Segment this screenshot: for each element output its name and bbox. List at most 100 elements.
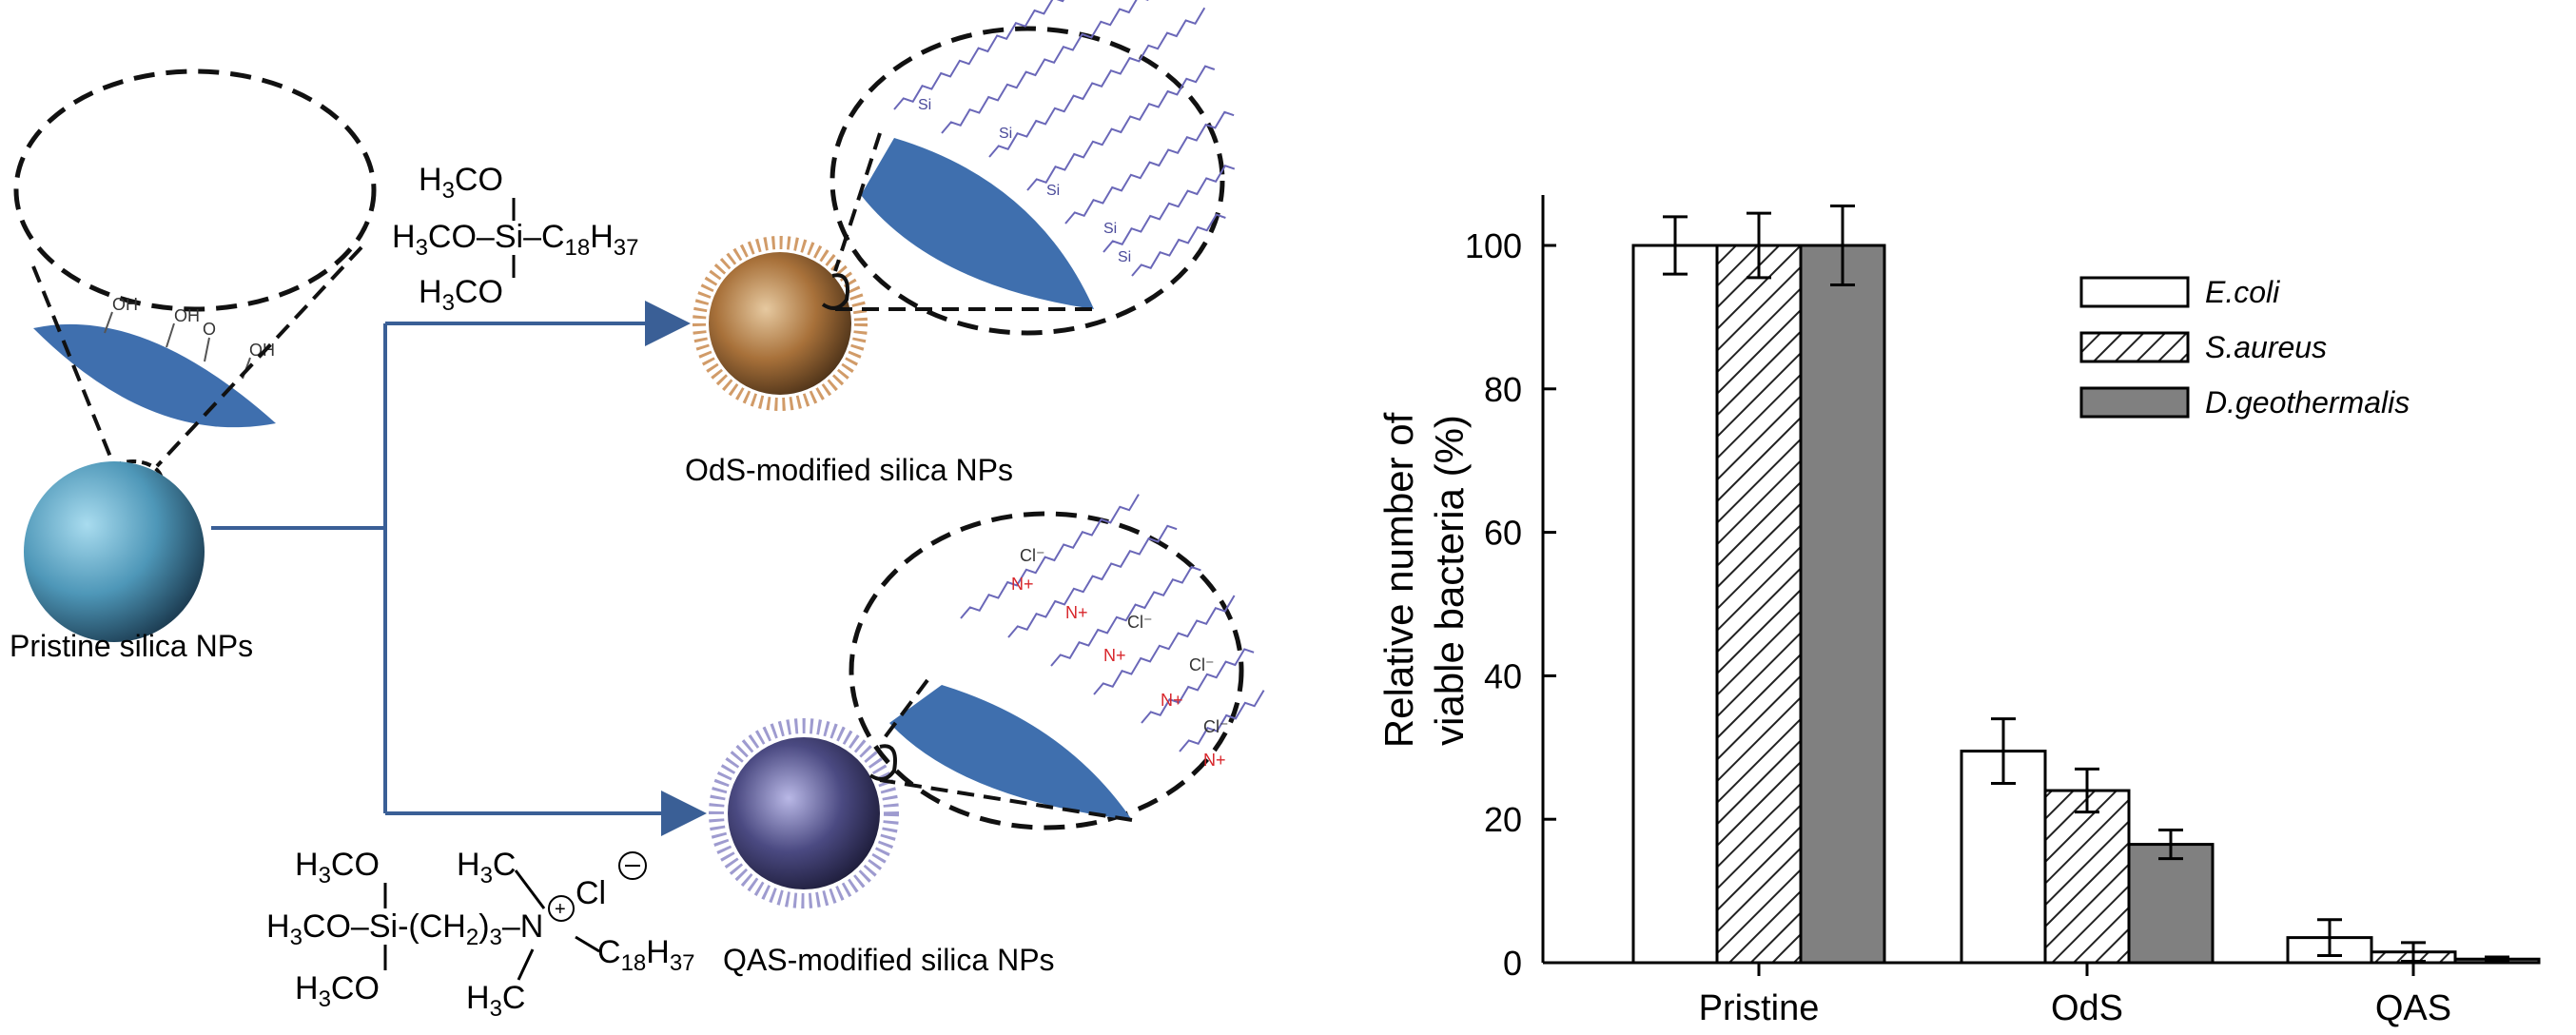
ods-chain-4 (1026, 65, 1216, 191)
qas-ammonium-labels: N+ N+ N+ N+ N+ Cl⁻ Cl⁻ Cl⁻ Cl⁻ (1011, 546, 1229, 770)
pristine-zoom-ellipse (13, 68, 377, 312)
qas-chain-2 (1007, 524, 1178, 638)
qas-n-5: N+ (1203, 751, 1226, 770)
surface-oh-3: OH (249, 341, 275, 360)
qas-chain-4 (1093, 595, 1236, 695)
error-bar-pristine-dgeothermalis (1830, 205, 1855, 286)
x-tick-label-pristine: Pristine (1699, 988, 1820, 1028)
x-tick-label-qas: QAS (2375, 988, 2451, 1028)
qas-cl-1: Cl⁻ (1020, 546, 1045, 565)
legend-label-dgeothermalis: D.geothermalis (2205, 385, 2410, 420)
legend-label-ecoli: E.coli (2205, 275, 2280, 309)
legend: E.coli S.aureus D.geothermalis (2079, 275, 2410, 420)
pristine-zoom-leader-left (31, 265, 116, 467)
bar-ods-dgeothermalis (2127, 843, 2215, 965)
y-tick-label-80: 80 (1484, 370, 1522, 409)
reaction-arrows (211, 301, 707, 836)
qas-particle (709, 718, 899, 908)
svg-text:H3CO–Si–C18H37: H3CO–Si–C18H37 (392, 219, 639, 261)
ods-chain-7 (1131, 213, 1226, 277)
ods-chain-5 (1064, 110, 1235, 225)
error-bar-qas-ecoli (2317, 918, 2342, 957)
ods-si-2: Si (999, 126, 1012, 142)
pristine-surface (33, 323, 276, 428)
y-tick-label-0: 0 (1503, 944, 1522, 983)
error-bar-ods-saureus (2075, 767, 2099, 814)
bar-ods-ecoli (1960, 750, 2047, 965)
y-tick-label-40: 40 (1484, 656, 1522, 695)
y-axis-label-line1: Relative number of (1376, 412, 1421, 748)
x-tick-label-ods: OdS (2051, 988, 2123, 1028)
error-bar-ods-dgeothermalis (2158, 829, 2183, 861)
surface-o: O (203, 320, 216, 339)
svg-text:H3CO: H3CO (419, 162, 503, 204)
pristine-label: Pristine silica NPs (10, 629, 253, 663)
reaction-scheme: OH OH O OH Pristine silica NPs H3CO H3CO… (10, 0, 1265, 1022)
legend-swatch-ecoli (2079, 276, 2190, 308)
error-bar-qas-dgeothermalis (2485, 955, 2509, 963)
qas-cl-4: Cl⁻ (1203, 717, 1229, 736)
y-tick-label-60: 60 (1484, 514, 1522, 553)
qas-label: QAS-modified silica NPs (723, 943, 1055, 977)
y-axis-label-line2: viable bacteria (%) (1427, 415, 1472, 746)
bar-pristine-dgeothermalis (1799, 244, 1886, 965)
svg-text:H3CO: H3CO (295, 847, 380, 889)
legend-swatch-dgeothermalis (2079, 386, 2190, 419)
bar-pristine-saureus (1715, 244, 1803, 965)
pristine-zoom-leader-right (155, 245, 363, 468)
svg-text:C18H37: C18H37 (597, 934, 695, 976)
qas-chain-3 (1050, 565, 1201, 667)
qas-cl-3: Cl⁻ (1189, 655, 1215, 674)
ods-chain-1 (893, 0, 1064, 110)
ods-chain-2 (941, 0, 1149, 134)
svg-text:H3CO–Si-(CH2)3–N: H3CO–Si-(CH2)3–N (266, 908, 543, 950)
ods-zoom-leader-top (833, 132, 882, 272)
svg-text:+: + (555, 899, 566, 920)
bar-ods-saureus (2043, 789, 2131, 965)
qas-n-1: N+ (1011, 575, 1034, 594)
ods-particle (693, 236, 868, 411)
qas-n-3: N+ (1103, 646, 1126, 665)
qas-alkyl-chains (960, 494, 1265, 752)
qas-chain-6 (1179, 690, 1265, 752)
ods-zoom-pointer (821, 273, 849, 310)
qas-zoom-pointer (868, 744, 897, 781)
ods-reagent-structure: H3CO H3CO–Si–C18H37 H3CO (392, 162, 639, 316)
surface-oh-1: OH (112, 295, 138, 314)
ods-si-3: Si (1046, 183, 1060, 199)
ods-chain-6 (1103, 164, 1236, 253)
ods-siloxane-labels: Si Si Si Si Si (918, 97, 1131, 265)
ods-alkyl-chains (893, 0, 1236, 277)
qas-zoom-leader-top (878, 678, 929, 746)
ods-zoom-surface (861, 138, 1094, 309)
y-tick-label-20: 20 (1484, 800, 1522, 839)
bar-chart: 0 20 40 60 80 100 Pristine OdS QAS Relative num… (1376, 195, 2541, 1028)
surface-oh-2: OH (174, 306, 200, 325)
surface-hydroxyl-groups: OH OH O OH (104, 295, 275, 380)
ods-zoom-ellipse (829, 26, 1225, 336)
error-bar-pristine-saureus (1747, 211, 1771, 280)
y-tick-label-100: 100 (1465, 226, 1522, 265)
qas-chain-5 (1141, 648, 1255, 724)
qas-n-4: N+ (1161, 691, 1183, 710)
svg-text:H3C: H3C (466, 980, 525, 1022)
error-bar-qas-saureus (2401, 941, 2426, 963)
ods-label: OdS-modified silica NPs (685, 453, 1013, 487)
y-axis-ticks: 0 20 40 60 80 100 (1465, 226, 1556, 983)
ods-si-4: Si (1103, 221, 1117, 237)
ods-si-1: Si (918, 97, 931, 113)
pristine-particle (24, 461, 205, 642)
qas-reagent-structure: H3CO H3CO–Si-(CH2)3–N H3CO H3C + Cl C18H… (266, 847, 695, 1022)
ods-si-5: Si (1118, 249, 1131, 265)
x-axis-tick-labels: Pristine OdS QAS (1699, 963, 2451, 1028)
error-bar-ods-ecoli (1991, 717, 2016, 785)
error-bar-pristine-ecoli (1663, 215, 1688, 276)
bar-series (1631, 205, 2541, 965)
svg-text:H3CO: H3CO (419, 274, 503, 316)
qas-zoom-surface (889, 685, 1132, 820)
qas-n-2: N+ (1065, 603, 1088, 622)
svg-text:H3CO: H3CO (295, 970, 380, 1012)
qas-cl-2: Cl⁻ (1127, 613, 1153, 632)
legend-label-saureus: S.aureus (2205, 330, 2327, 364)
